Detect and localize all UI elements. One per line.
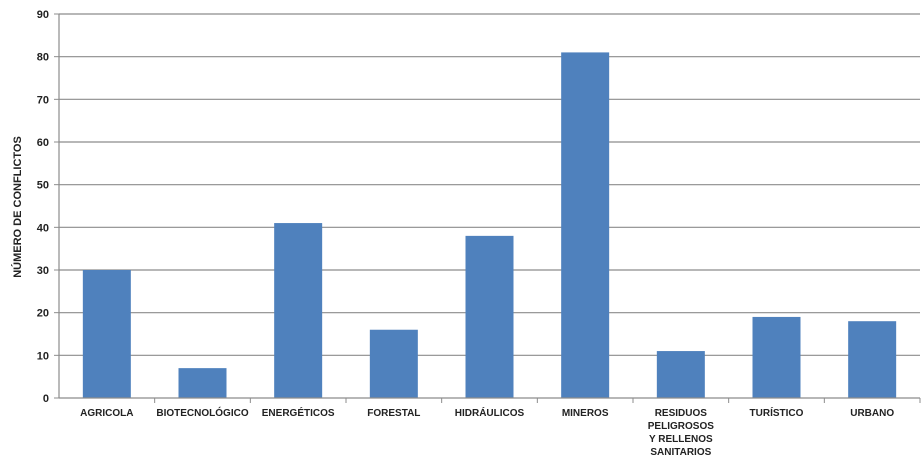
bars (82, 52, 897, 399)
x-category-label: URBANO (850, 408, 894, 419)
x-category-label: FORESTAL (367, 408, 420, 419)
y-tick-label: 60 (37, 137, 49, 149)
y-tick-label: 20 (37, 308, 49, 320)
x-category-label: HIDRÁULICOS (455, 406, 525, 419)
x-category-label: AGRICOLA (80, 408, 133, 419)
bar-agricola (82, 270, 131, 398)
bar-energ-ticos (274, 223, 323, 398)
x-category-label: BIOTECNOLÓGICO (156, 406, 248, 419)
x-category-labels: AGRICOLA BIOTECNOLÓGICO ENERGÉTICOS FORESTA… (80, 398, 921, 458)
x-category-label: ENERGÉTICOS (262, 406, 335, 419)
y-tick-label: 50 (37, 180, 49, 192)
y-axis-title: NÚMERO DE CONFLICTOS (11, 136, 24, 278)
bar-urbano (848, 321, 897, 398)
y-tick-label: 0 (43, 393, 49, 405)
y-tick-label: 80 (37, 52, 49, 64)
y-tick-label: 70 (37, 94, 49, 106)
y-tick-label: 40 (37, 222, 49, 234)
bar-forestal (369, 329, 418, 398)
x-category-label: TURÍSTICO (750, 406, 804, 419)
bar-mineros (561, 52, 610, 399)
x-category-label: MINEROS (562, 408, 609, 419)
bar-tur-stico (752, 316, 801, 398)
y-tick-label: 10 (37, 350, 49, 362)
bar-biotecnol-gico (178, 368, 227, 398)
x-category-label: RESIDUOS PELIGROSOS Y RELLENOS SANITARIOS (648, 408, 714, 458)
bar-hidr-ulicos (465, 235, 514, 398)
bar-residuos-peligrosos-y-rellenos-sanitarios (656, 351, 705, 398)
y-tick-label: 30 (37, 265, 49, 277)
y-tick-label: 90 (37, 9, 49, 21)
y-tick-labels: 0 10 20 30 40 50 60 70 80 90 (37, 9, 49, 405)
